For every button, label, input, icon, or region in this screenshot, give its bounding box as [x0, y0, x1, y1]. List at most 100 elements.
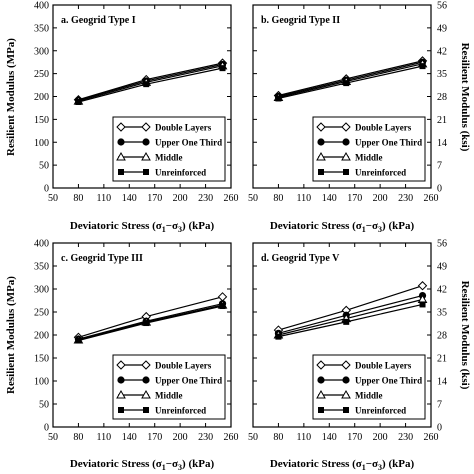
- legend-box: [112, 354, 226, 420]
- legend-label: Double Layers: [155, 361, 212, 371]
- legend-marker: [317, 376, 325, 384]
- legend-marker: [343, 169, 349, 175]
- legend-marker: [141, 151, 151, 161]
- y-tick-label: 200: [34, 92, 49, 103]
- data-point: [217, 292, 228, 302]
- x-tick-label: 230: [198, 432, 213, 443]
- x-tick-label: 200: [173, 193, 188, 204]
- legend-marker: [343, 407, 349, 413]
- y-axis-label-left-top: Resilient Modulus (MPa): [5, 38, 17, 156]
- y-tick-label: 56: [437, 239, 447, 250]
- y-tick-label: 0: [437, 184, 442, 195]
- y-tick-label: 28: [437, 92, 447, 103]
- legend-marker: [318, 169, 324, 175]
- x-tick-label: 140: [322, 193, 337, 204]
- legend-label: Upper One Third: [355, 138, 422, 148]
- x-tick-label: 260: [224, 432, 239, 443]
- y-tick-label: 50: [39, 400, 49, 411]
- x-axis-label-bottom-right: Deviatoric Stress (σ1−σ3) (kPa): [270, 458, 415, 472]
- legend-label: Double Layers: [355, 123, 412, 133]
- legend-label: Unreinforced: [355, 168, 406, 178]
- panel-title: d. Geogrid Type V: [261, 253, 340, 264]
- legend-marker: [118, 169, 124, 175]
- data-point: [417, 281, 428, 291]
- x-tick-label: 80: [73, 193, 83, 204]
- y-tick-label: 0: [44, 184, 49, 195]
- legend-marker: [341, 151, 351, 161]
- y-tick-label: 14: [437, 138, 447, 149]
- panel-title: a. Geogrid Type I: [61, 15, 136, 26]
- legend-marker: [116, 122, 126, 132]
- y-tick-label: 50: [39, 161, 49, 172]
- x-tick-label: 260: [224, 193, 239, 204]
- x-tick-label: 200: [373, 432, 388, 443]
- legend-marker: [342, 376, 350, 384]
- x-tick-label: 140: [122, 193, 137, 204]
- y-tick-label: 400: [34, 239, 49, 250]
- x-tick-label: 170: [147, 193, 162, 204]
- x-tick-label: 230: [398, 432, 413, 443]
- legend-marker: [116, 389, 126, 399]
- y-tick-label: 21: [437, 354, 447, 365]
- legend-marker: [142, 138, 150, 146]
- y-tick-label: 35: [437, 69, 447, 80]
- y-tick-label: 28: [437, 331, 447, 342]
- y-tick-label: 250: [34, 69, 49, 80]
- x-tick-label: 50: [248, 193, 258, 204]
- legend-marker: [316, 360, 326, 370]
- x-tick-label: 140: [322, 432, 337, 443]
- y-tick-label: 7: [437, 161, 442, 172]
- chart-panel-3: 50 80 110 140 170 200 230 260050100150200250300…: [34, 239, 239, 444]
- data-point: [343, 80, 350, 87]
- x-tick-label: 260: [424, 432, 439, 443]
- y-tick-label: 400: [34, 1, 49, 12]
- y-tick-label: 42: [437, 285, 447, 296]
- x-tick-label: 200: [373, 193, 388, 204]
- legend-marker: [341, 389, 351, 399]
- data-point: [419, 63, 426, 70]
- legend-label: Unreinforced: [155, 168, 206, 178]
- series-line-3: [278, 298, 423, 336]
- x-axis-label-bottom-left: Deviatoric Stress (σ1−σ3) (kPa): [70, 458, 215, 472]
- legend-marker: [116, 151, 126, 161]
- data-point: [419, 301, 426, 308]
- data-point: [219, 65, 226, 72]
- data-point: [143, 320, 150, 327]
- y-axis-label-left-bottom: Resilient Modulus (MPa): [5, 276, 17, 394]
- y-tick-label: 21: [437, 115, 447, 126]
- x-tick-label: 170: [147, 432, 162, 443]
- legend-label: Middle: [155, 391, 183, 401]
- legend-marker: [117, 138, 125, 146]
- x-axis-label-top-left: Deviatoric Stress (σ1−σ3) (kPa): [70, 220, 215, 234]
- y-tick-label: 150: [34, 354, 49, 365]
- data-point: [275, 333, 282, 340]
- x-tick-label: 140: [122, 432, 137, 443]
- x-tick-label: 230: [398, 193, 413, 204]
- x-tick-label: 110: [297, 432, 312, 443]
- data-point: [275, 95, 282, 102]
- x-tick-label: 230: [198, 193, 213, 204]
- legend-label: Middle: [355, 391, 383, 401]
- y-tick-label: 350: [34, 262, 49, 273]
- x-tick-label: 200: [173, 432, 188, 443]
- legend-label: Double Layers: [155, 123, 212, 133]
- x-tick-label: 110: [97, 432, 112, 443]
- chart-panel-1: 50 80 110 140 170 200 230 260050100150200250300…: [34, 1, 239, 205]
- legend-marker: [141, 360, 151, 370]
- data-point: [75, 337, 82, 344]
- legend-box: [312, 116, 426, 182]
- y-axis-label-right-bottom: Resilient Modulus (ksi): [459, 281, 471, 390]
- y-tick-label: 0: [44, 423, 49, 434]
- y-tick-label: 200: [34, 331, 49, 342]
- y-tick-label: 150: [34, 115, 49, 126]
- legend-label: Unreinforced: [355, 406, 406, 416]
- legend-label: Double Layers: [355, 361, 412, 371]
- legend-label: Unreinforced: [155, 406, 206, 416]
- legend-marker: [116, 360, 126, 370]
- y-tick-label: 56: [437, 1, 447, 12]
- y-tick-label: 35: [437, 308, 447, 319]
- x-tick-label: 50: [48, 193, 58, 204]
